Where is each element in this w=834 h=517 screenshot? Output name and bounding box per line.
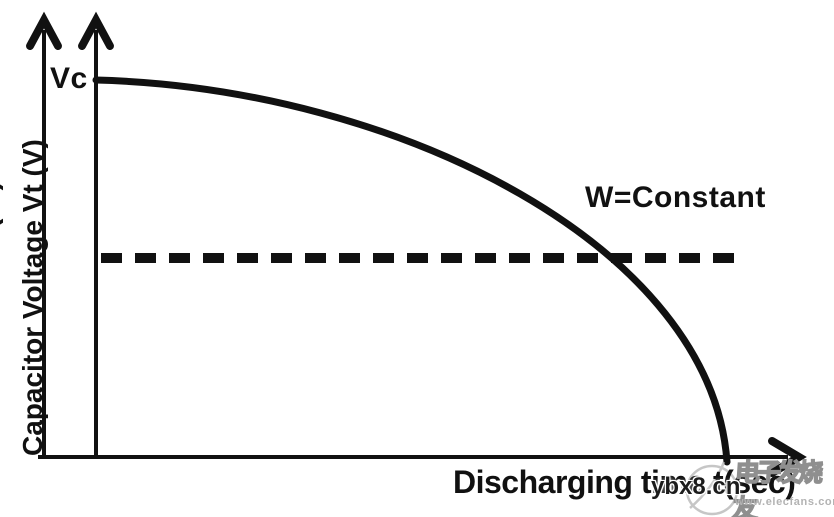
y-axis-left-title: Power P(W) <box>0 180 4 347</box>
constant-power-annotation: W=Constant <box>585 181 766 214</box>
vc-origin-label: Vc <box>50 62 88 95</box>
watermark-domain-text: ybx8.cn <box>651 473 741 500</box>
y-axis-inner-title: Capacitor Voltage Vt (V) <box>17 139 48 456</box>
y-axis-left-arrow-icon <box>26 11 62 50</box>
x-axis-title: Discharging time t(sec) <box>453 464 796 500</box>
watermark-logo-icon <box>685 461 739 516</box>
watermark-elecfans-url: www.elecfans.com <box>735 496 834 508</box>
x-axis-arrow-icon <box>768 437 807 477</box>
voltage-curve <box>92 76 731 466</box>
y-axis-inner-arrow-icon <box>78 11 114 50</box>
